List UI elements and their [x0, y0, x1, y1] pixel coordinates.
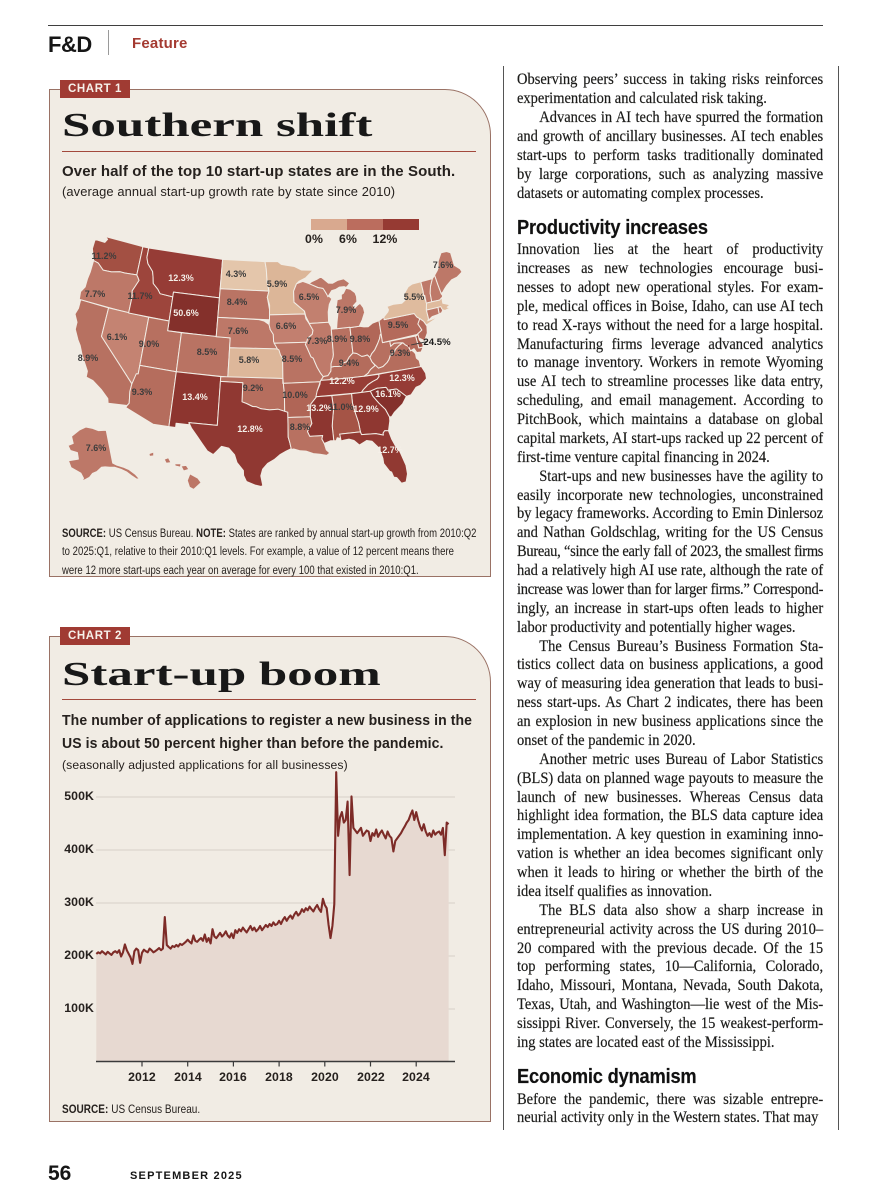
svg-text:7.6%: 7.6% — [228, 326, 249, 336]
svg-text:16.1%: 16.1% — [375, 389, 401, 399]
svg-text:7.9%: 7.9% — [336, 305, 357, 315]
svg-text:12.2%: 12.2% — [329, 376, 355, 386]
svg-text:6.6%: 6.6% — [276, 321, 297, 331]
svg-text:12.3%: 12.3% — [168, 273, 194, 283]
svg-text:5.5%: 5.5% — [404, 292, 425, 302]
svg-text:6.5%: 6.5% — [299, 292, 320, 302]
svg-text:13.4%: 13.4% — [182, 392, 208, 402]
svg-text:5.9%: 5.9% — [267, 279, 288, 289]
svg-text:12.3%: 12.3% — [389, 373, 415, 383]
svg-text:11.2%: 11.2% — [91, 251, 116, 261]
svg-text:9.3%: 9.3% — [132, 387, 153, 397]
svg-text:8.5%: 8.5% — [282, 354, 303, 364]
svg-text:9.2%: 9.2% — [243, 383, 264, 393]
svg-text:5.8%: 5.8% — [239, 355, 260, 365]
svg-text:9.3%: 9.3% — [390, 348, 411, 358]
svg-text:50.6%: 50.6% — [173, 308, 199, 318]
svg-text:6.1%: 6.1% — [107, 332, 128, 342]
svg-text:7.3%: 7.3% — [307, 336, 328, 346]
svg-text:24.5%: 24.5% — [423, 337, 451, 348]
svg-text:7.6%: 7.6% — [433, 260, 454, 270]
svg-text:12.8%: 12.8% — [237, 424, 263, 434]
svg-text:4.3%: 4.3% — [226, 269, 247, 279]
svg-text:8.9%: 8.9% — [78, 353, 99, 363]
svg-text:12.7%: 12.7% — [377, 445, 403, 455]
svg-text:8.4%: 8.4% — [227, 297, 248, 307]
svg-text:9.8%: 9.8% — [350, 334, 371, 344]
svg-text:11.7%: 11.7% — [127, 291, 152, 301]
svg-text:7.6%: 7.6% — [86, 443, 107, 453]
svg-text:9.5%: 9.5% — [388, 320, 409, 330]
svg-text:8.5%: 8.5% — [197, 347, 218, 357]
svg-text:8.9%: 8.9% — [327, 334, 348, 344]
svg-text:9.0%: 9.0% — [139, 339, 160, 349]
svg-text:7.7%: 7.7% — [85, 289, 106, 299]
svg-text:8.8%: 8.8% — [290, 422, 311, 432]
svg-text:13.2%: 13.2% — [306, 403, 332, 413]
svg-text:12.9%: 12.9% — [353, 404, 379, 414]
svg-text:9.4%: 9.4% — [339, 358, 360, 368]
svg-text:10.0%: 10.0% — [282, 390, 308, 400]
svg-text:11.0%: 11.0% — [328, 402, 353, 412]
